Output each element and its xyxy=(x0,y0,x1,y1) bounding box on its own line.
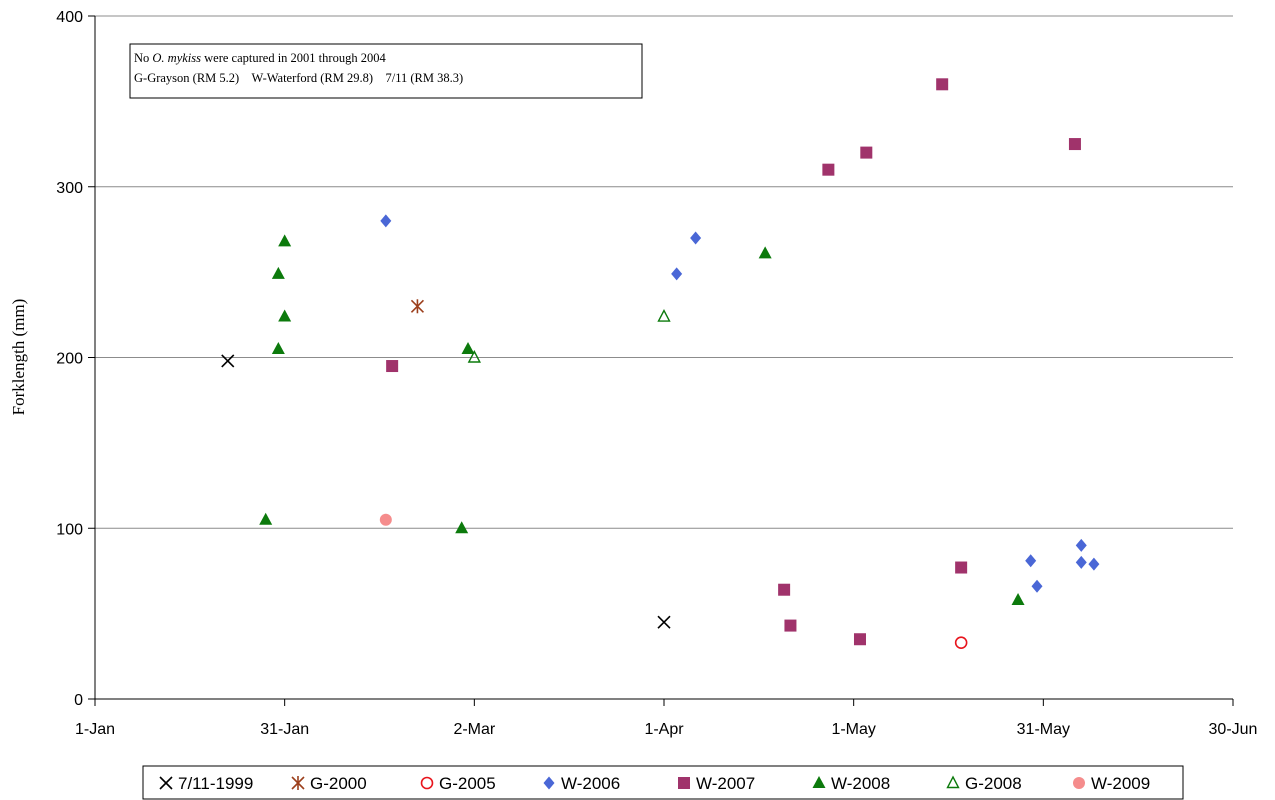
data-point xyxy=(778,583,791,596)
data-point xyxy=(1031,579,1043,593)
data-point xyxy=(1068,138,1081,151)
data-point xyxy=(954,636,968,649)
legend-marker xyxy=(812,776,826,788)
data-point xyxy=(936,78,949,91)
legend-label: W-2009 xyxy=(1091,774,1150,793)
data-point xyxy=(271,266,285,279)
legend-item: W-2008 xyxy=(812,774,890,793)
x-tick-label: 1-Jan xyxy=(75,721,115,738)
data-point xyxy=(278,234,292,247)
x-tick-label: 31-Jan xyxy=(260,721,309,738)
x-tick-label: 1-Apr xyxy=(644,721,684,738)
legend-item: G-2005 xyxy=(420,774,496,793)
series-W-2009 xyxy=(379,513,392,526)
annotation-line-2: G-Grayson (RM 5.2) W-Waterford (RM 29.8)… xyxy=(134,71,463,85)
data-point xyxy=(271,341,285,354)
legend-item: W-2009 xyxy=(1073,774,1150,793)
data-point xyxy=(1075,538,1087,552)
y-tick-label: 300 xyxy=(56,180,83,197)
y-tick-label: 400 xyxy=(56,9,83,26)
legend-item: W-2007 xyxy=(678,774,755,793)
legend-label: W-2008 xyxy=(831,774,890,793)
annotation-species: O. mykiss xyxy=(152,51,201,65)
data-point xyxy=(1011,592,1025,605)
data-point xyxy=(1075,555,1087,569)
annotation-box: No O. mykiss were captured in 2001 throu… xyxy=(129,43,643,99)
series-W-2007 xyxy=(386,78,1081,646)
x-tick-label: 2-Mar xyxy=(453,721,495,738)
data-point xyxy=(690,231,702,245)
legend-marker xyxy=(1073,777,1085,789)
data-point xyxy=(657,615,671,629)
legend-marker xyxy=(946,775,960,789)
data-points xyxy=(221,78,1100,649)
legend-label: W-2007 xyxy=(696,774,755,793)
data-point xyxy=(461,341,475,354)
gridlines xyxy=(95,15,1233,529)
data-point xyxy=(379,513,392,526)
annotation-line-1: No O. mykiss were captured in 2001 throu… xyxy=(134,51,386,65)
legend-label: W-2006 xyxy=(561,774,620,793)
data-point xyxy=(853,633,866,646)
x-tick-label: 1-May xyxy=(831,721,875,738)
data-point xyxy=(467,349,481,363)
data-point xyxy=(259,512,273,525)
data-point xyxy=(822,163,835,176)
series-G-2000 xyxy=(410,299,424,314)
data-point xyxy=(671,267,683,281)
annotation-line-1-pre: No xyxy=(134,51,152,65)
legend-item: G-2000 xyxy=(291,774,367,793)
legend-marker xyxy=(291,776,305,790)
data-point xyxy=(758,246,772,259)
data-point xyxy=(380,214,392,228)
data-point xyxy=(410,299,424,314)
data-point xyxy=(784,619,797,632)
data-point xyxy=(1088,557,1100,571)
x-tick-label: 31-May xyxy=(1017,721,1070,738)
legend-item: G-2008 xyxy=(946,774,1022,793)
series-W-2006 xyxy=(380,214,1100,593)
data-point xyxy=(1025,554,1037,568)
legend: 7/11-1999 G-2000 G-2005 W-2006 W-2007 W-2008 G… xyxy=(142,765,1184,800)
series-G-2008 xyxy=(467,309,671,363)
series-7/11-1999 xyxy=(221,354,671,629)
series-G-2005 xyxy=(954,636,968,649)
legend-label: G-2000 xyxy=(310,774,367,793)
data-point xyxy=(860,146,873,159)
data-point xyxy=(386,360,399,373)
tick-labels: 0 100 200 300 400 1-Jan 31-Jan 2-Mar 1-Apr 1-May 3… xyxy=(56,9,1257,738)
y-tick-label: 200 xyxy=(56,351,83,368)
annotation-line-1-post: were captured in 2001 through 2004 xyxy=(201,51,386,65)
data-point xyxy=(221,354,235,368)
x-tick-label: 30-Jun xyxy=(1209,721,1258,738)
data-point xyxy=(955,561,968,574)
legend-marker xyxy=(159,776,173,790)
y-tick-label: 100 xyxy=(56,521,83,538)
axes xyxy=(88,15,1234,706)
legend-marker xyxy=(420,776,434,790)
y-tick-label: 0 xyxy=(74,692,83,709)
legend-marker xyxy=(543,776,555,790)
legend-label: G-2008 xyxy=(965,774,1022,793)
legend-label: 7/11-1999 xyxy=(178,774,253,793)
legend-item: W-2006 xyxy=(543,774,620,793)
data-point xyxy=(278,309,292,322)
data-point xyxy=(455,521,469,534)
series-W-2008 xyxy=(259,234,1025,605)
data-point xyxy=(657,309,671,322)
y-axis-label: Forklength (mm) xyxy=(9,299,28,416)
legend-label: G-2005 xyxy=(439,774,496,793)
legend-marker xyxy=(678,777,690,789)
legend-item: 7/11-1999 xyxy=(159,774,253,793)
